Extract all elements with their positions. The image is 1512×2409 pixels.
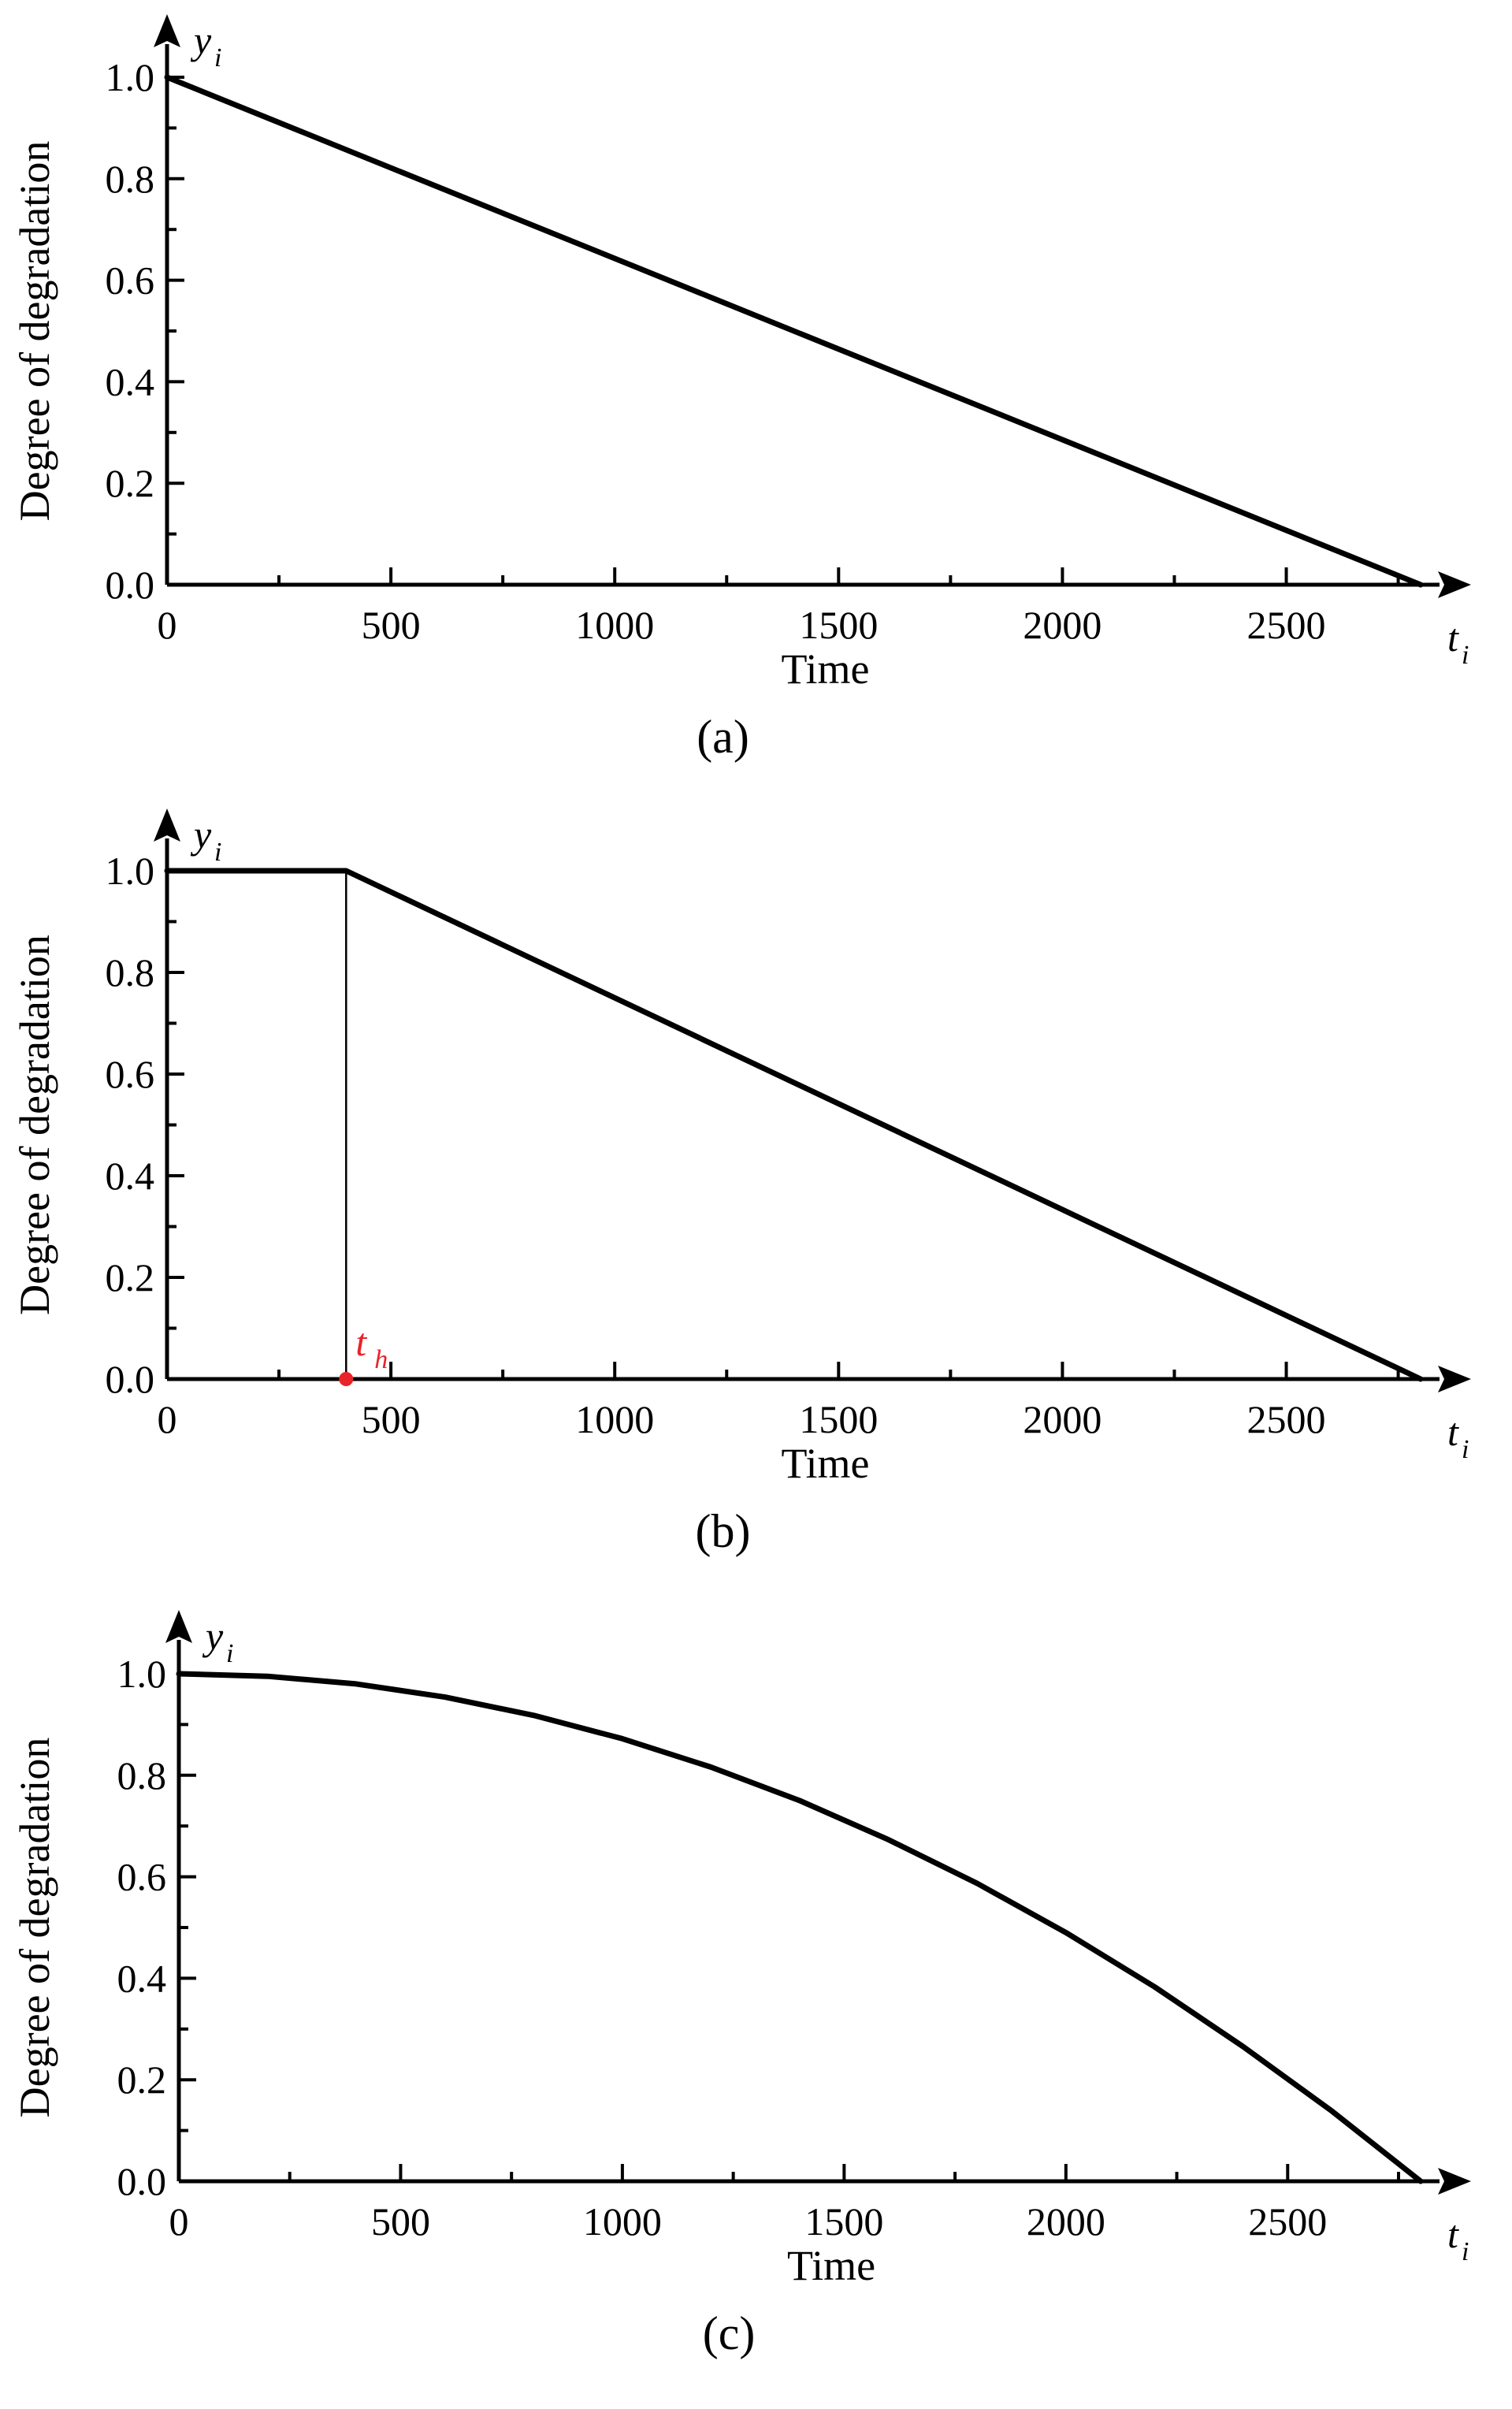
y-axis-symbol: y xyxy=(190,812,212,857)
y-tick-label: 0.4 xyxy=(106,1154,155,1198)
x-axis-symbol: t xyxy=(1447,615,1459,660)
threshold-label: t xyxy=(355,1320,367,1364)
y-tick-label: 0.8 xyxy=(106,157,155,201)
x-tick-label: 1500 xyxy=(804,2199,883,2244)
panel-label: (c) xyxy=(703,2307,756,2359)
x-tick-label: 0 xyxy=(158,1397,177,1441)
x-axis-symbol: t xyxy=(1447,1410,1459,1454)
y-tick-label: 0.0 xyxy=(106,1357,155,1401)
y-tick-label: 0.6 xyxy=(106,258,155,303)
y-tick-label: 0.4 xyxy=(117,1956,167,2000)
x-tick-label: 1000 xyxy=(583,2199,662,2244)
x-tick-label: 2000 xyxy=(1023,1397,1101,1441)
y-tick-label: 0.2 xyxy=(117,2058,167,2102)
x-axis-title: Time xyxy=(787,2242,875,2289)
y-tick-label: 0.6 xyxy=(106,1052,155,1096)
panel-label: (b) xyxy=(696,1505,751,1557)
x-axis-title: Time xyxy=(781,1440,869,1487)
series-line xyxy=(164,868,1424,1382)
x-tick-label: 500 xyxy=(362,1397,421,1441)
x-tick-label: 0 xyxy=(158,603,177,647)
x-tick-label: 0 xyxy=(169,2199,189,2244)
y-axis-title: Degree of degradation xyxy=(11,141,58,522)
x-axis-symbol-sub: i xyxy=(1462,1435,1469,1464)
y-tick-label: 0.0 xyxy=(106,563,155,607)
y-axis-symbol-sub: i xyxy=(214,838,221,867)
y-tick-label: 0.2 xyxy=(106,461,155,505)
y-axis-arrow xyxy=(154,809,180,842)
y-axis-symbol: y xyxy=(190,18,212,62)
series-line xyxy=(164,74,1424,588)
x-tick-label: 1000 xyxy=(575,1397,654,1441)
y-axis-symbol: y xyxy=(202,1614,224,1658)
y-axis-title: Degree of degradation xyxy=(11,1738,58,2118)
panel-label: (a) xyxy=(697,711,749,763)
x-tick-label: 500 xyxy=(371,2199,430,2244)
x-tick-label: 500 xyxy=(362,603,421,647)
x-tick-label: 2500 xyxy=(1247,1397,1326,1441)
y-tick-label: 0.4 xyxy=(106,359,155,403)
y-tick-label: 0.8 xyxy=(117,1753,167,1797)
x-tick-label: 2000 xyxy=(1023,603,1101,647)
x-tick-label: 2500 xyxy=(1247,603,1326,647)
y-tick-label: 0.0 xyxy=(117,2159,167,2203)
x-axis-arrow xyxy=(1438,2168,1471,2195)
y-axis-title: Degree of degradation xyxy=(11,935,58,1315)
x-axis-arrow xyxy=(1438,571,1471,598)
x-tick-label: 2500 xyxy=(1248,2199,1327,2244)
y-axis-arrow xyxy=(154,14,180,47)
x-tick-label: 1500 xyxy=(799,1397,878,1441)
x-tick-label: 1000 xyxy=(575,603,654,647)
x-tick-label: 2000 xyxy=(1027,2199,1105,2244)
y-axis-symbol-sub: i xyxy=(226,1639,233,1668)
x-axis-symbol-sub: i xyxy=(1462,2237,1469,2266)
threshold-label-sub: h xyxy=(374,1345,388,1374)
x-axis-arrow xyxy=(1438,1366,1471,1392)
y-axis-symbol-sub: i xyxy=(214,43,221,72)
x-axis-symbol-sub: i xyxy=(1462,641,1469,670)
y-axis-arrow xyxy=(165,1610,192,1643)
series-line xyxy=(176,1671,1424,2184)
y-tick-label: 1.0 xyxy=(106,849,155,893)
y-tick-label: 0.2 xyxy=(106,1255,155,1299)
y-tick-label: 1.0 xyxy=(117,1652,167,1696)
x-axis-symbol: t xyxy=(1447,2212,1459,2256)
y-tick-label: 0.8 xyxy=(106,950,155,994)
y-tick-label: 1.0 xyxy=(106,55,155,99)
x-tick-label: 1500 xyxy=(799,603,878,647)
threshold-point xyxy=(339,1372,354,1386)
y-tick-label: 0.6 xyxy=(117,1855,167,1899)
x-axis-title: Time xyxy=(781,645,869,693)
